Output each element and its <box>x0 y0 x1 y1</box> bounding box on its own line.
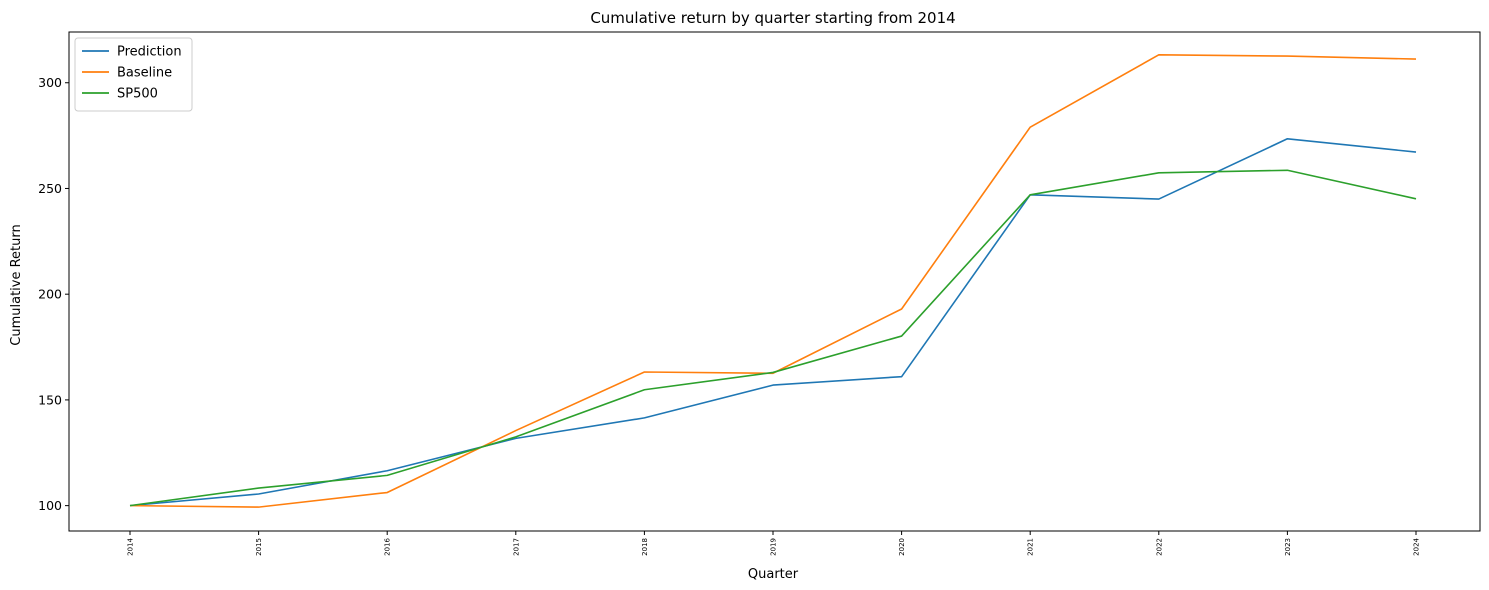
series-line-prediction <box>129 137 1417 507</box>
y-tick-label: 100 <box>38 498 62 513</box>
x-tick-label: 2019 <box>770 538 778 556</box>
y-tick-label: 200 <box>38 287 62 302</box>
plot-frame <box>68 31 1481 532</box>
plot-area <box>68 31 1481 532</box>
x-axis: 2014 2015 2016 2017 2018 2019 2020 2021 2022 2023… <box>127 531 1421 556</box>
y-tick-label: 250 <box>38 181 62 196</box>
legend-label-baseline: Baseline <box>117 66 172 81</box>
x-tick-label: 2015 <box>255 538 263 556</box>
x-tick-label: 2017 <box>512 538 520 556</box>
x-axis-label: Quarter <box>748 567 799 582</box>
series-line-sp500 <box>129 169 1417 507</box>
x-tick-label: 2016 <box>384 537 392 555</box>
x-tick-label: 2020 <box>898 538 906 556</box>
legend: Prediction Baseline SP500 <box>74 37 193 112</box>
y-tick-label: 150 <box>38 392 62 407</box>
y-tick-label: 300 <box>38 75 62 90</box>
chart-title: Cumulative return by quarter starting fr… <box>590 9 955 27</box>
y-axis-label: Cumulative Return <box>9 224 24 345</box>
legend-label-prediction: Prediction <box>117 45 182 60</box>
x-tick-label: 2023 <box>1284 538 1292 556</box>
x-tick-label: 2021 <box>1027 538 1035 556</box>
x-tick-label: 2022 <box>1155 538 1163 556</box>
y-axis: 100 150 200 250 300 <box>38 75 69 513</box>
x-tick-label: 2018 <box>641 538 649 556</box>
x-tick-label: 2024 <box>1413 537 1421 555</box>
x-tick-label: 2014 <box>127 537 135 555</box>
series-line-baseline <box>129 54 1417 508</box>
legend-label-sp500: SP500 <box>117 87 158 102</box>
series-layer <box>129 54 1417 508</box>
